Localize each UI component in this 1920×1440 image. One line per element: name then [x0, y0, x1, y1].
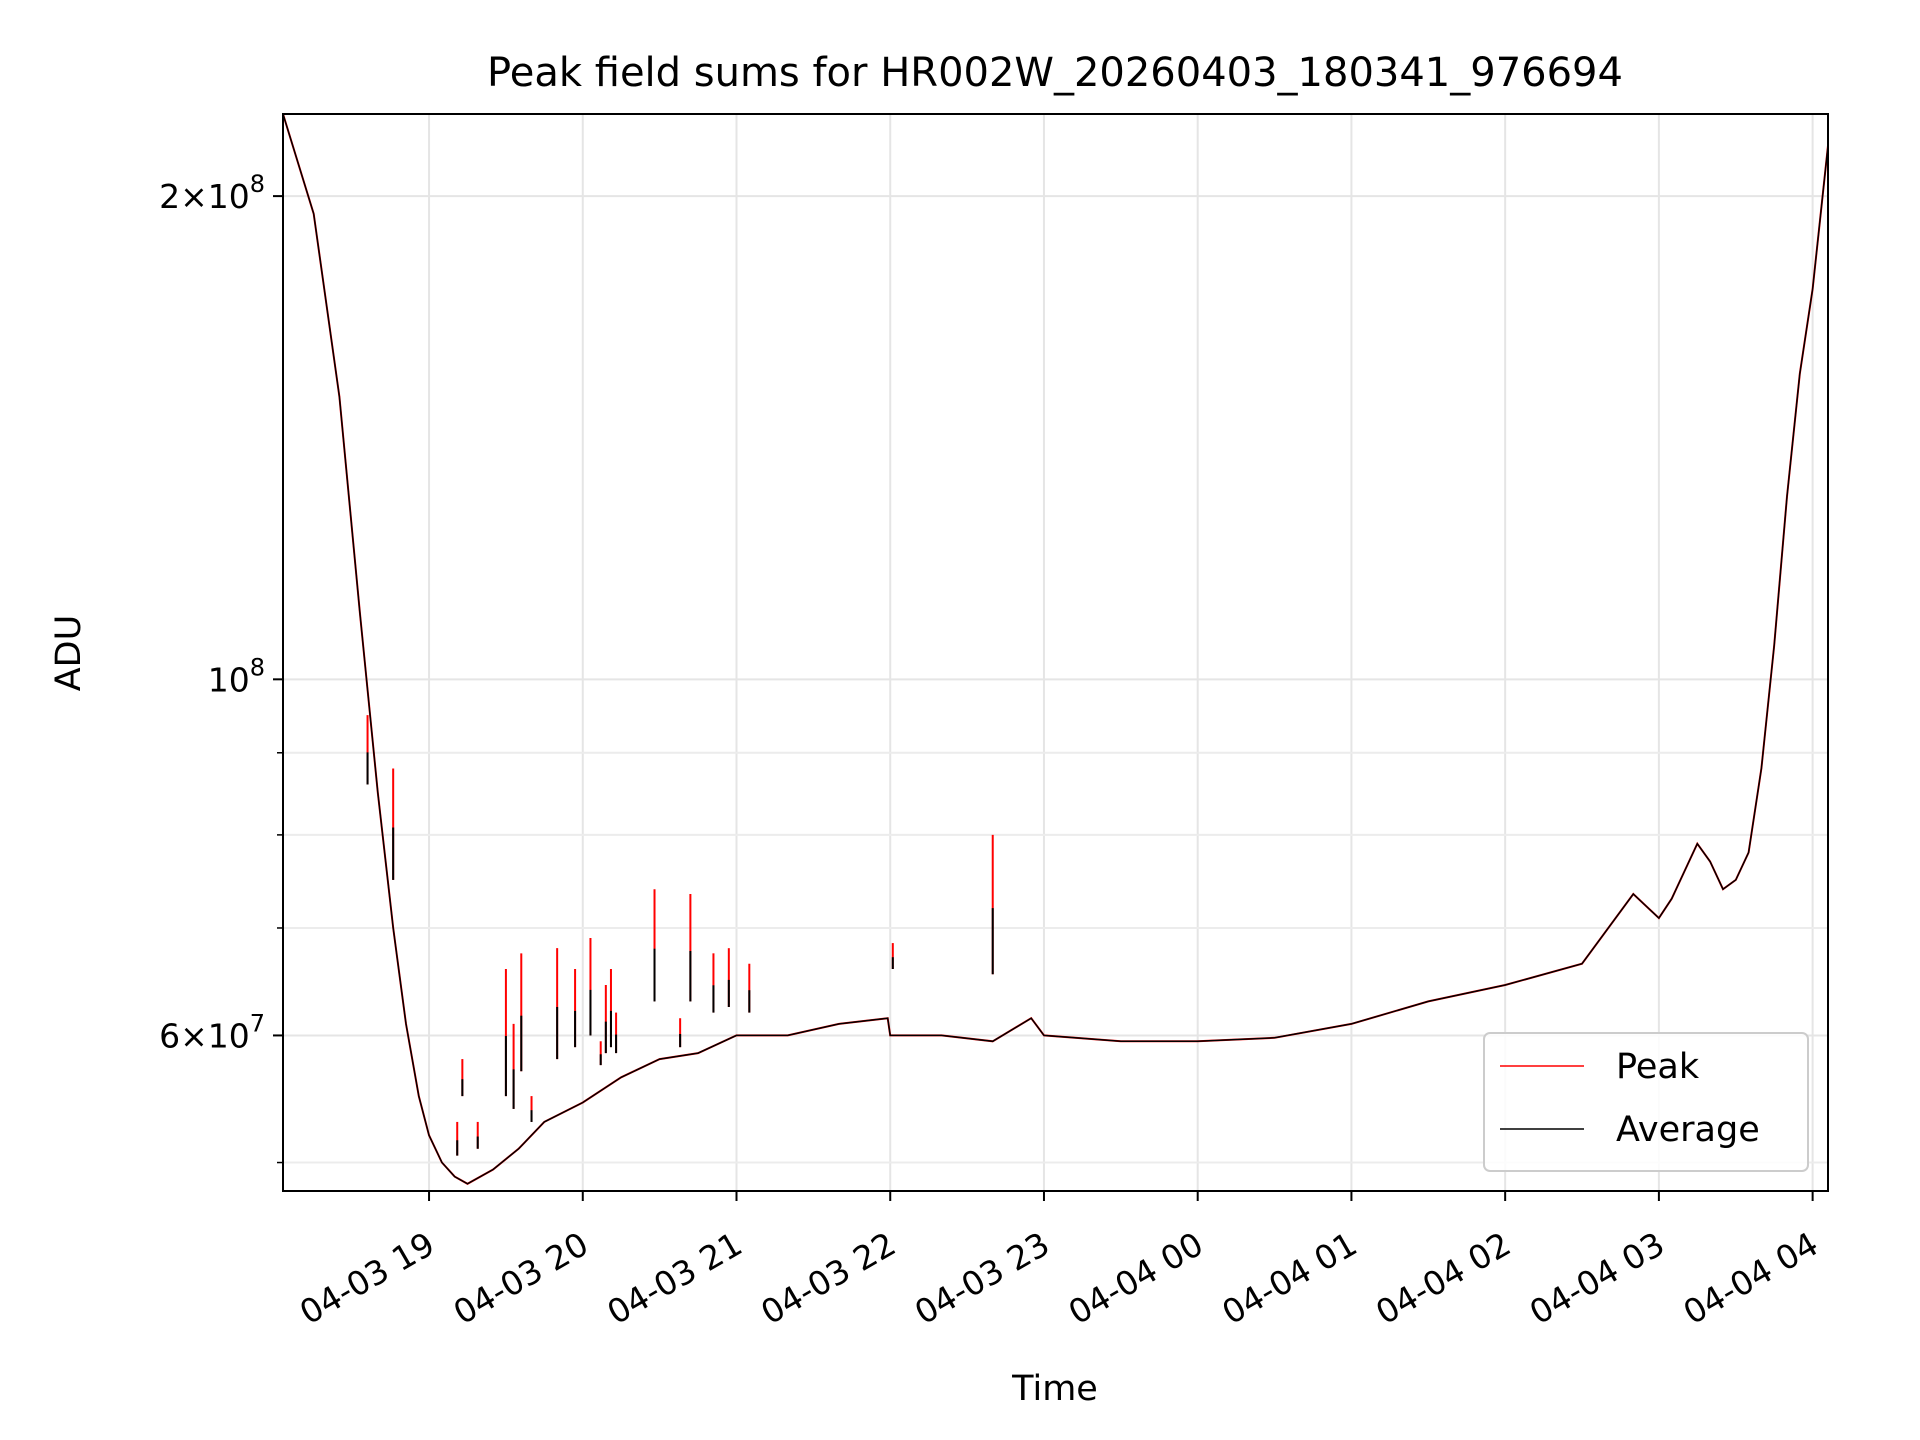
y-tick-label: 6×107: [159, 1009, 265, 1055]
legend: Peak Average: [1483, 1032, 1809, 1172]
plot-series: [283, 114, 1828, 1185]
plot-frame: [282, 113, 1829, 1192]
chart-title: Peak field sums for HR002W_20260403_1803…: [487, 50, 1623, 96]
legend-average-label: Average: [1616, 1110, 1760, 1150]
series-group: [283, 114, 1828, 1185]
legend-box: [1483, 1032, 1809, 1172]
y-tick-label: 2×108: [159, 170, 265, 216]
series-average-line: [283, 114, 1828, 1185]
y-axis-label: ADU: [49, 615, 89, 692]
legend-peak-label: Peak: [1616, 1047, 1700, 1087]
y-axis-ticks: 2×108 108 6×107: [159, 170, 283, 1164]
x-axis-label: Time: [1011, 1369, 1098, 1409]
y-tick-label: 108: [208, 653, 265, 699]
